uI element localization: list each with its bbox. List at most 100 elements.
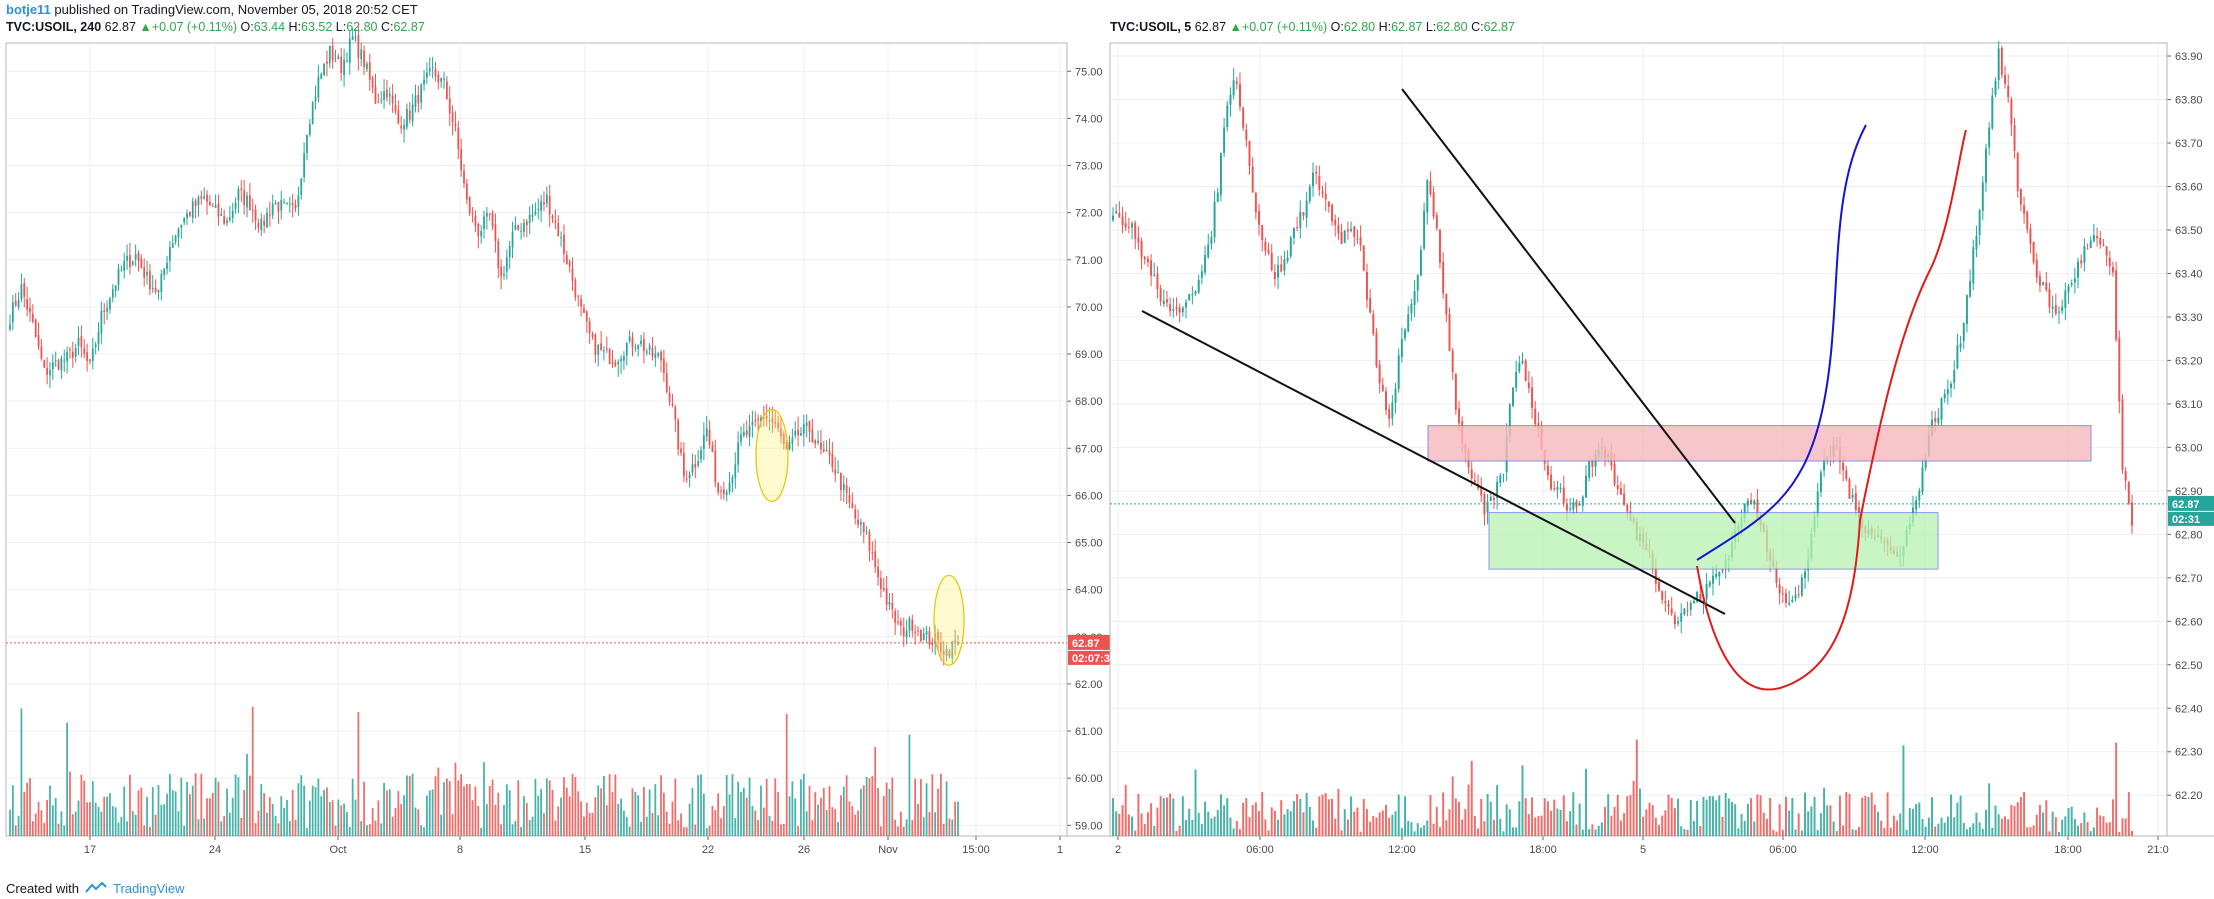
candle-body [874,551,877,568]
author-link[interactable]: botje11 [6,2,51,17]
volume-bar [523,796,525,836]
volume-bar [1867,796,1870,836]
candle-body [708,429,711,446]
volume-bar [483,762,485,836]
tradingview-brand[interactable]: TradingView [112,880,185,896]
volume-bar [2048,831,2051,836]
volume-bar [1667,794,1670,836]
symbol-label[interactable]: TVC:USOIL, 240 [6,20,102,34]
volume-bar [1959,795,1962,836]
volume-bar [1559,809,1562,836]
volume-bar [711,805,714,836]
volume-bar [334,825,337,836]
candle-body [1816,491,1819,517]
candle-body [580,298,582,307]
volume-bar [388,789,391,836]
candle-body [151,287,154,289]
volume-bar [286,799,288,836]
volume-bar [1629,794,1632,836]
volume-bar [1873,804,1876,836]
candle-body [445,81,448,99]
candle-body [774,421,777,424]
candle-body [1969,280,1972,297]
volume-bar [745,797,748,836]
candle-body [748,425,751,437]
candle-body [1388,409,1391,419]
volume-bar [563,777,565,836]
candle-body [945,648,948,657]
volume-bar [137,790,140,836]
volume-bar [702,793,705,836]
volume-bar [111,806,114,836]
candle-body [1778,584,1781,594]
volume-bar [671,801,674,836]
volume-bar [106,796,108,836]
volume-bar [1711,796,1714,836]
volume-bar [1143,823,1146,836]
candle-body [63,360,66,362]
candle-body [771,418,774,423]
volume-bar [1619,820,1622,836]
candle-body [314,96,317,101]
candle-body [420,83,423,103]
candle-body [397,110,400,124]
candle-body [474,215,477,226]
volume-bar [528,820,531,836]
volume-bar [1845,792,1848,836]
candle-body [1451,350,1454,372]
candle-body [483,216,485,230]
volume-bar [1204,801,1207,836]
created-with-label: Created with [6,880,79,896]
candle-body [294,205,297,209]
candle-body [1346,229,1349,232]
candle-body [34,319,37,337]
volume-bar [23,791,26,836]
candle-body [1324,193,1327,200]
candle-body [762,417,765,419]
volume-bar [557,806,560,836]
trend-line [1401,88,1736,524]
chart-panel-left[interactable]: 75.00 74.00 73.00 72.00 71.00 70.00 69.00 68.00… [5,24,1117,856]
volume-bar [468,783,471,836]
candle-body [340,56,343,73]
candle-body [111,289,114,298]
volume-bar [511,824,514,836]
candle-body [171,243,174,248]
volume-bar [220,821,223,836]
candle-body [77,337,80,347]
candle-body [1169,304,1172,312]
candle-body [1315,171,1318,174]
candle-body [2092,235,2095,242]
footer: Created with TradingView [6,877,185,899]
candle-body [40,346,43,359]
y-tick-label: 73.00 [1075,161,1103,173]
candle-body [1223,127,1226,153]
volume-bar [545,778,548,836]
candle-body [1350,228,1353,232]
volume-bar [825,809,828,836]
volume-bar [1365,809,1368,836]
candle-body [848,495,851,503]
volume-bar [57,823,60,836]
volume-bar [1280,800,1283,836]
candle-body [1115,211,1118,214]
volume-bar [1127,814,1130,836]
volume-bar [1378,812,1381,836]
volume-bar [1242,802,1245,836]
volume-bar [954,801,957,836]
symbol-label[interactable]: TVC:USOIL, 5 [1110,20,1192,34]
volume-bar [2131,831,2133,836]
volume-bar [408,775,411,836]
volume-bar [440,814,443,836]
candle-body [882,588,885,591]
candle-body [2086,248,2089,250]
y-tick-label: 63.80 [2175,95,2203,107]
volume-bar [228,812,231,836]
candle-body [1699,594,1702,601]
price-change: +0.07 (+0.11%) [1241,20,1328,34]
candle-body [1254,192,1257,213]
volume-bar [1664,810,1667,836]
candle-body [620,358,622,361]
candle-body [254,209,257,221]
